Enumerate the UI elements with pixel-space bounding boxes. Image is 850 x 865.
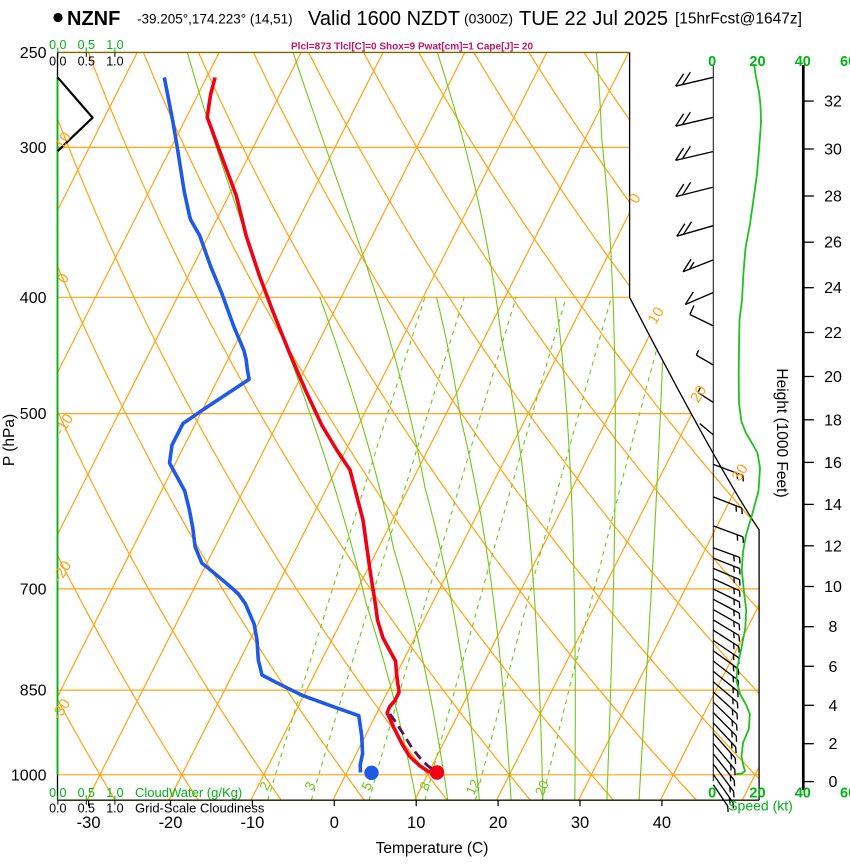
svg-text:TUE 22 Jul 2025: TUE 22 Jul 2025 xyxy=(519,8,668,30)
svg-text:22: 22 xyxy=(824,325,842,342)
svg-text:0.0: 0.0 xyxy=(49,38,66,52)
svg-text:Temperature (C): Temperature (C) xyxy=(376,840,489,857)
svg-text:32: 32 xyxy=(824,94,842,111)
svg-text:-20: -20 xyxy=(159,814,183,832)
svg-text:0.0: 0.0 xyxy=(49,802,66,816)
svg-text:-39.205°,174.223° (14,51): -39.205°,174.223° (14,51) xyxy=(137,12,293,27)
svg-text:1000: 1000 xyxy=(11,767,47,784)
svg-text:Speed (kt): Speed (kt) xyxy=(728,798,793,814)
svg-text:Valid 1600 NZDT: Valid 1600 NZDT xyxy=(308,8,460,30)
svg-text:1.0: 1.0 xyxy=(106,786,123,800)
svg-text:20: 20 xyxy=(749,786,765,802)
svg-text:12: 12 xyxy=(824,538,842,555)
svg-text:500: 500 xyxy=(20,406,47,423)
svg-text:30: 30 xyxy=(824,142,842,159)
svg-text:2: 2 xyxy=(829,736,838,753)
svg-text:30: 30 xyxy=(729,461,752,484)
svg-text:26: 26 xyxy=(824,235,842,252)
svg-text:Height (1000 Feet): Height (1000 Feet) xyxy=(773,368,790,497)
svg-text:1.0: 1.0 xyxy=(106,55,123,69)
svg-text:0.0: 0.0 xyxy=(49,55,66,69)
svg-text:10: 10 xyxy=(52,129,75,152)
svg-text:40: 40 xyxy=(653,814,671,832)
svg-text:20: 20 xyxy=(749,54,765,70)
svg-text:20: 20 xyxy=(532,778,552,798)
svg-text:24: 24 xyxy=(824,280,842,297)
svg-text:0: 0 xyxy=(708,54,716,70)
svg-text:40: 40 xyxy=(795,786,811,802)
svg-text:20: 20 xyxy=(687,383,710,406)
svg-text:-10: -10 xyxy=(240,814,264,832)
svg-text:CloudWater (g/Kg): CloudWater (g/Kg) xyxy=(135,785,242,800)
svg-text:14: 14 xyxy=(824,497,842,514)
svg-text:10: 10 xyxy=(645,304,668,327)
svg-text:700: 700 xyxy=(20,581,47,598)
svg-text:850: 850 xyxy=(20,683,47,700)
svg-text:1.0: 1.0 xyxy=(106,38,123,52)
svg-text:40: 40 xyxy=(795,54,811,70)
svg-text:0.5: 0.5 xyxy=(78,786,95,800)
svg-text:10: 10 xyxy=(407,814,425,832)
svg-text:Plcl=873 Tlcl[C]=0 Shox=9 Pwat: Plcl=873 Tlcl[C]=0 Shox=9 Pwat[cm]=1 Cap… xyxy=(291,42,533,53)
svg-text:16: 16 xyxy=(824,455,842,472)
svg-text:18: 18 xyxy=(824,412,842,429)
svg-text:Grid-Scale Cloudiness: Grid-Scale Cloudiness xyxy=(135,801,265,816)
svg-text:0: 0 xyxy=(708,786,716,802)
svg-text:P (hPa): P (hPa) xyxy=(1,414,18,466)
svg-text:-30: -30 xyxy=(77,814,101,832)
svg-text:60: 60 xyxy=(840,54,850,70)
svg-text:60: 60 xyxy=(840,786,850,802)
svg-text:300: 300 xyxy=(20,140,47,157)
svg-text:6: 6 xyxy=(829,659,838,676)
svg-text:1.0: 1.0 xyxy=(106,802,123,816)
svg-text:[15hrFcst@1647z]: [15hrFcst@1647z] xyxy=(675,11,802,28)
svg-text:0: 0 xyxy=(330,814,339,832)
svg-text:(0300Z): (0300Z) xyxy=(464,11,513,27)
svg-text:0.5: 0.5 xyxy=(78,55,95,69)
svg-text:0.5: 0.5 xyxy=(78,802,95,816)
svg-text:28: 28 xyxy=(824,189,842,206)
svg-text:250: 250 xyxy=(20,45,47,62)
svg-text:10: 10 xyxy=(824,579,842,596)
svg-text:20: 20 xyxy=(824,369,842,386)
svg-text:12: 12 xyxy=(463,777,483,797)
svg-text:4: 4 xyxy=(829,698,838,715)
svg-text:0: 0 xyxy=(829,774,838,791)
svg-text:NZNF: NZNF xyxy=(67,8,120,30)
svg-text:400: 400 xyxy=(20,290,47,307)
svg-text:0.5: 0.5 xyxy=(78,38,95,52)
svg-text:8: 8 xyxy=(829,619,838,636)
svg-text:0.0: 0.0 xyxy=(49,786,66,800)
svg-text:20: 20 xyxy=(489,814,507,832)
svg-text:30: 30 xyxy=(571,814,589,832)
